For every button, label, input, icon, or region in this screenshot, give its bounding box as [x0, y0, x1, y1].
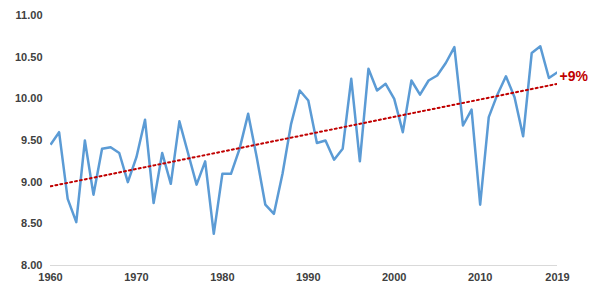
svg-text:1980: 1980 — [210, 271, 234, 283]
svg-text:2010: 2010 — [468, 271, 492, 283]
svg-text:1960: 1960 — [38, 271, 62, 283]
svg-text:10.50: 10.50 — [15, 51, 43, 63]
svg-text:+9%: +9% — [560, 68, 589, 84]
svg-text:10.00: 10.00 — [15, 92, 43, 104]
svg-text:2019: 2019 — [545, 271, 569, 283]
svg-text:8.00: 8.00 — [21, 259, 42, 271]
svg-text:1970: 1970 — [124, 271, 148, 283]
svg-text:2000: 2000 — [382, 271, 406, 283]
svg-text:9.00: 9.00 — [21, 176, 42, 188]
svg-text:9.50: 9.50 — [21, 134, 42, 146]
svg-text:11.00: 11.00 — [16, 9, 43, 21]
svg-text:1990: 1990 — [296, 271, 320, 283]
svg-text:8.50: 8.50 — [21, 217, 42, 229]
